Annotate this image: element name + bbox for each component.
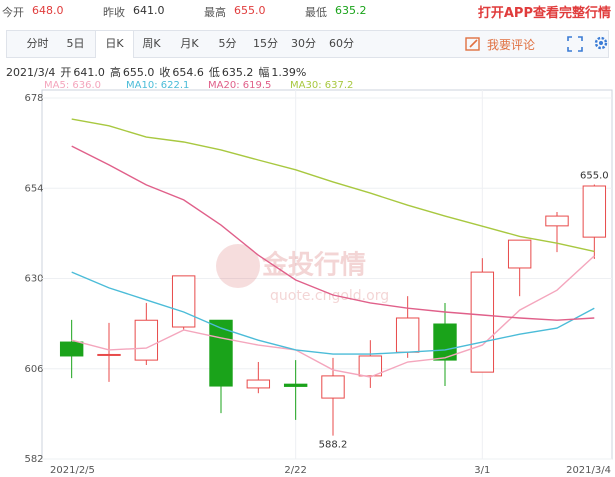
- ma-line: [71, 118, 595, 253]
- quote-value: 648.0: [32, 4, 64, 17]
- chart: MA5: 636.0 MA10: 622.1 MA20: 619.5 MA30: 63…: [24, 80, 613, 476]
- tab[interactable]: 月K: [180, 37, 199, 50]
- settings-icon: [594, 36, 608, 50]
- tab-bar: 分时 5日 日K 周K 月K 5分 15分 30分 60分 我要评论: [6, 30, 609, 58]
- y-tick-label: 582: [24, 454, 43, 465]
- tab[interactable]: 5日: [66, 37, 85, 50]
- comment-label: 我要评论: [487, 38, 536, 52]
- ma-line: [71, 271, 595, 355]
- info-value: 641.0: [73, 66, 105, 79]
- candle-body: [97, 353, 121, 356]
- tab[interactable]: 60分: [329, 37, 354, 50]
- y-tick-label: 606: [24, 364, 43, 375]
- quote-label: 今开: [2, 6, 24, 19]
- extreme-label: 655.0: [580, 170, 609, 181]
- y-tick-label: 678: [24, 93, 43, 104]
- candle-body: [59, 341, 84, 357]
- legend-entry: MA5: 636.0: [44, 80, 101, 91]
- watermark-logo: [216, 244, 260, 288]
- quote-label: 最低: [305, 6, 327, 19]
- candle-body: [358, 355, 383, 377]
- comment-button[interactable]: 我要评论: [465, 36, 535, 53]
- info-label: 低: [208, 66, 220, 79]
- legend-entry: MA20: 619.5: [208, 80, 271, 91]
- quote-label: 昨收: [103, 6, 125, 19]
- watermark-title: 金投行情: [261, 250, 366, 281]
- legend-entry: MA10: 622.1: [126, 80, 189, 91]
- x-tick-label: 2021/2/5: [50, 465, 95, 476]
- info-value: 654.6: [172, 66, 204, 79]
- candle-body: [470, 271, 495, 373]
- info-value: 635.2: [221, 66, 254, 79]
- x-tick-label: 2/22: [284, 465, 306, 476]
- extreme-label: 588.2: [319, 440, 348, 451]
- fullscreen-button[interactable]: [567, 36, 583, 55]
- tab[interactable]: 日K: [95, 31, 134, 58]
- y-tick-label: 630: [24, 274, 43, 285]
- fullscreen-icon: [567, 36, 583, 52]
- app-link[interactable]: 打开APP查看完整行情: [477, 6, 611, 21]
- info-date: 2021/3/4: [6, 66, 56, 79]
- ma-line: [71, 145, 595, 321]
- info-value: 1.39%: [271, 66, 307, 79]
- candle-body: [171, 275, 196, 328]
- info-label: 高: [109, 66, 121, 79]
- tab[interactable]: 5分: [218, 37, 237, 50]
- candle-body: [283, 383, 308, 387]
- quote-value: 635.2: [335, 4, 367, 17]
- info-line: 2021/3/4 开 641.0 高 655.0 收 654.6 低 635.2 幅 1.39%: [6, 64, 311, 80]
- tab[interactable]: 分时: [26, 37, 49, 50]
- candle-body: [321, 375, 345, 399]
- y-tick-label: 654: [24, 183, 43, 194]
- candle-body: [545, 215, 569, 227]
- quote-value: 641.0: [133, 4, 165, 17]
- x-tick-label: 2021/3/4: [566, 465, 611, 476]
- settings-button[interactable]: [593, 35, 609, 54]
- candle-body: [134, 319, 159, 361]
- candle-body: [433, 323, 457, 361]
- info-label: 幅: [258, 66, 270, 79]
- tab[interactable]: 15分: [253, 37, 278, 50]
- ma-line: [71, 255, 595, 378]
- x-tick-label: 3/1: [474, 465, 490, 476]
- quote-bar: 今开 648.0 昨收 641.0 最高 655.0 最低 635.2 打开APP查看完整行情: [0, 0, 615, 22]
- info-value: 655.0: [122, 66, 155, 79]
- legend-entry: MA30: 637.2: [290, 80, 353, 91]
- watermark-url: quote.cngold.org: [270, 288, 389, 304]
- info-label: 收: [159, 66, 171, 79]
- tab[interactable]: 30分: [291, 37, 316, 50]
- candle-body: [246, 379, 271, 389]
- quote-label: 最高: [204, 6, 226, 19]
- comment-icon: [465, 37, 480, 51]
- tab[interactable]: 周K: [142, 37, 161, 50]
- candle-body: [395, 317, 420, 353]
- quote-value: 655.0: [234, 4, 266, 17]
- candle-body: [582, 185, 607, 238]
- watermark: [216, 244, 260, 288]
- candle-body: [507, 239, 532, 269]
- info-label: 开: [60, 66, 72, 79]
